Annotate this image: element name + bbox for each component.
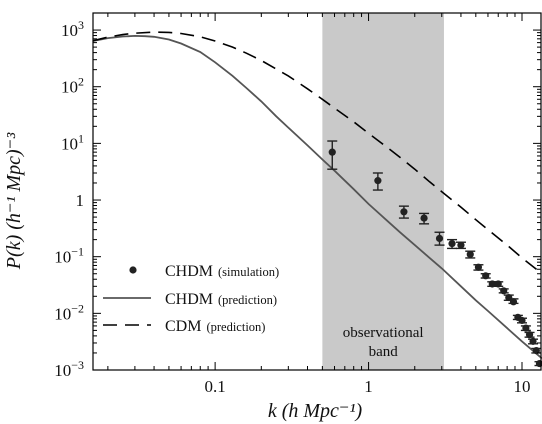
- legend-marker-points: [129, 266, 137, 274]
- y-tick-label: 10−3: [54, 358, 84, 380]
- y-tick-label: 10−1: [54, 245, 84, 267]
- data-point: [532, 346, 540, 355]
- observational-band-label: observational band: [343, 325, 424, 360]
- data-point: [529, 337, 537, 345]
- legend-label: CHDM (simulation): [165, 263, 279, 280]
- axis-ticks: [93, 12, 541, 371]
- data-point: [374, 177, 382, 185]
- chdm-simulation-points: [327, 140, 542, 368]
- data-point: [500, 287, 508, 295]
- data-point: [474, 263, 483, 271]
- data-point: [494, 280, 502, 288]
- data-point: [522, 324, 530, 332]
- y-tick-label: 102: [61, 75, 84, 97]
- y-tick-label: 1: [76, 191, 85, 210]
- legend-label: CDM (prediction): [165, 318, 265, 335]
- observational-band: [322, 13, 444, 370]
- data-point: [448, 240, 456, 248]
- data-point: [328, 148, 336, 156]
- x-axis-label: k (h Mpc⁻¹): [268, 400, 363, 422]
- y-tick-label: 101: [61, 131, 84, 153]
- x-tick-label: 10: [514, 377, 531, 396]
- data-point: [525, 331, 534, 339]
- plot-frame: [92, 12, 542, 371]
- data-point: [400, 208, 408, 216]
- data-point: [518, 316, 526, 325]
- cdm-prediction-curve: [93, 31, 542, 275]
- data-point: [466, 250, 474, 258]
- y-tick-label: 10−2: [54, 301, 84, 323]
- data-point: [420, 214, 428, 222]
- data-point: [435, 234, 444, 243]
- y-axis-label: P(k) (h⁻¹ Mpc)⁻³: [3, 132, 25, 270]
- legend-label: CHDM (prediction): [165, 291, 277, 308]
- chdm-prediction-curve: [93, 34, 542, 360]
- data-point: [482, 272, 490, 280]
- x-tick-label: 1: [364, 377, 373, 396]
- x-tick-label: 0.1: [204, 377, 225, 396]
- legend: CHDM (simulation) CHDM (prediction) CDM (pred…: [103, 263, 279, 335]
- y-tick-label: 103: [61, 18, 84, 40]
- data-point: [509, 298, 518, 306]
- data-point: [457, 241, 465, 249]
